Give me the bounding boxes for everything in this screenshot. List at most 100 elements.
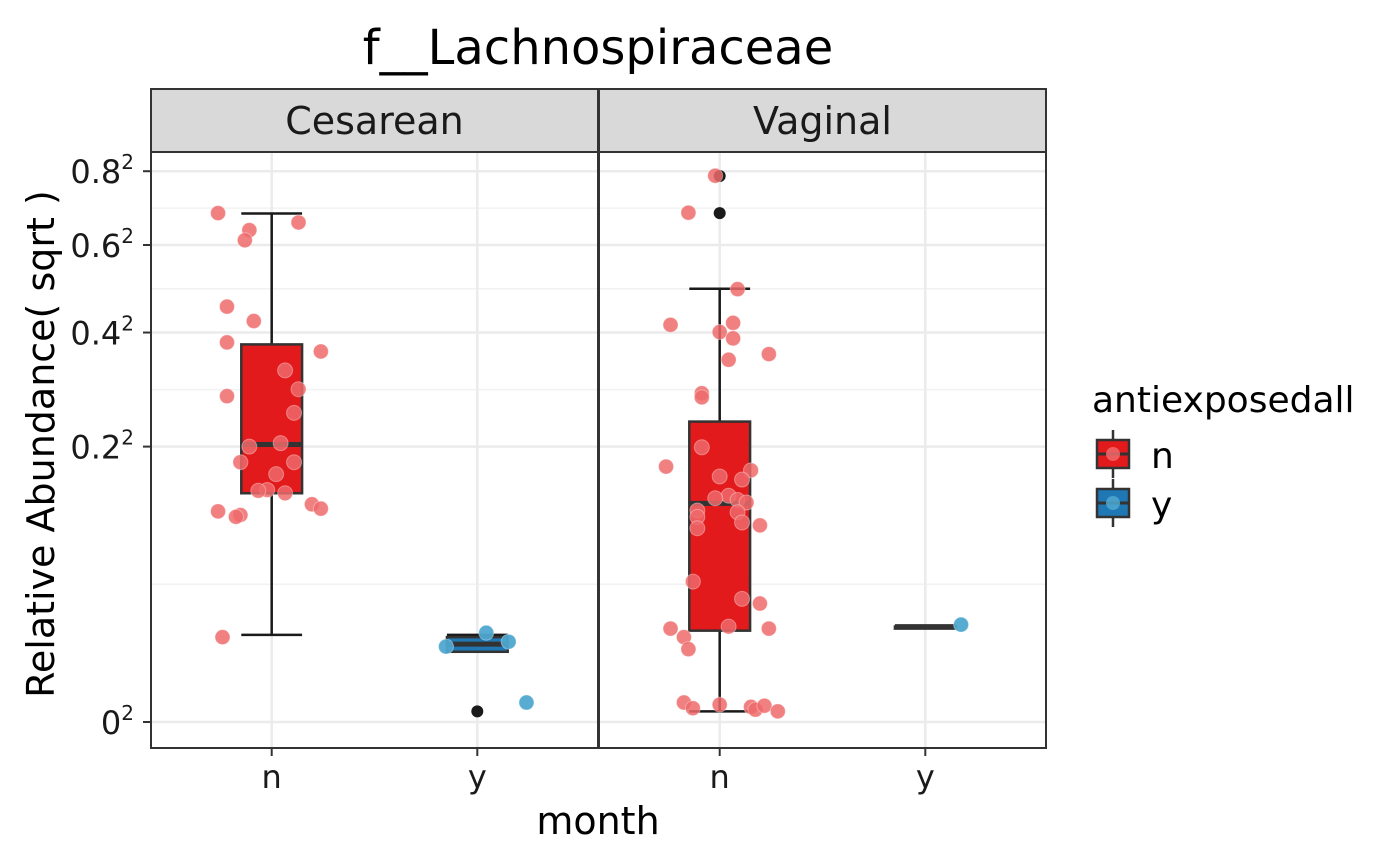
- data-point: [236, 232, 253, 249]
- data-point: [725, 314, 742, 331]
- data-point: [720, 618, 737, 635]
- data-point: [286, 454, 303, 471]
- data-point: [729, 281, 746, 298]
- x-tick-label: n: [262, 758, 282, 796]
- data-point: [769, 703, 786, 720]
- data-point: [734, 471, 751, 488]
- data-point: [250, 482, 267, 499]
- data-point: [684, 700, 701, 717]
- facet-cesarean: Cesarean: [150, 88, 599, 749]
- data-point: [760, 346, 777, 363]
- y-tick-label-exponent: 2: [121, 224, 134, 248]
- legend-label: n: [1151, 436, 1174, 477]
- data-point: [268, 466, 285, 483]
- y-tick-label: 0.22: [70, 426, 134, 467]
- x-tick-label: y: [468, 758, 487, 796]
- data-point: [277, 485, 294, 502]
- data-point: [684, 573, 701, 590]
- data-point: [734, 514, 751, 531]
- y-tick-label-exponent: 2: [121, 150, 134, 174]
- legend-title: antiexposedall: [1092, 380, 1355, 421]
- boxplot-y: [445, 633, 509, 718]
- y-axis: 020.220.420.620.82: [70, 150, 151, 742]
- facet-panels: Cesarean Vaginal: [150, 88, 1047, 749]
- data-point: [312, 500, 329, 517]
- data-point: [693, 389, 710, 406]
- data-point: [290, 381, 307, 398]
- data-point: [210, 205, 227, 222]
- data-point: [478, 624, 495, 641]
- data-point: [241, 438, 258, 455]
- legend-key-n: n: [1095, 430, 1174, 478]
- data-point: [227, 508, 244, 525]
- y-tick-label-exponent: 2: [121, 312, 134, 336]
- data-point: [711, 468, 728, 485]
- panel-background: [151, 152, 598, 748]
- data-point: [711, 696, 728, 713]
- y-tick-label-base: 0.8: [70, 153, 121, 191]
- panel-background: [599, 152, 1046, 748]
- data-point: [218, 298, 235, 315]
- y-tick-label: 0.62: [70, 224, 134, 265]
- data-point: [756, 697, 773, 714]
- y-tick-label: 02: [101, 701, 134, 742]
- data-point: [711, 324, 728, 341]
- facet-strip-label: Cesarean: [285, 99, 464, 143]
- data-point: [438, 638, 455, 655]
- facet-strip-label: Vaginal: [753, 99, 892, 143]
- data-point: [272, 435, 289, 452]
- facet-vaginal: Vaginal: [598, 88, 1047, 749]
- legend-key-y: y: [1095, 479, 1172, 527]
- data-point: [662, 620, 679, 637]
- data-point: [290, 214, 307, 231]
- y-tick-label-base: 0.2: [70, 429, 121, 467]
- data-point: [751, 595, 768, 612]
- data-point: [734, 590, 751, 607]
- data-point: [707, 167, 724, 184]
- legend-key-point: [1106, 496, 1120, 510]
- data-point: [518, 694, 535, 711]
- y-axis-title: Relative Abundance( sqrt ): [19, 190, 63, 698]
- data-point: [662, 316, 679, 333]
- data-point: [689, 520, 706, 537]
- x-tick-label: y: [916, 758, 935, 796]
- y-tick-label: 0.82: [70, 150, 134, 191]
- data-point: [680, 204, 697, 221]
- data-point: [707, 490, 724, 507]
- data-point: [218, 334, 235, 351]
- data-point: [751, 517, 768, 534]
- boxplot-y: [893, 624, 957, 630]
- data-point: [210, 503, 227, 520]
- y-tick-label-base: 0.6: [70, 227, 121, 265]
- x-tick-label: n: [710, 758, 730, 796]
- data-point: [214, 629, 231, 646]
- data-point: [286, 404, 303, 421]
- y-tick-label-exponent: 2: [121, 426, 134, 450]
- legend-label: y: [1151, 485, 1172, 526]
- chart-title: f__Lachnospiraceae: [363, 20, 833, 76]
- outlier-point: [713, 207, 726, 220]
- data-point: [218, 388, 235, 405]
- y-tick-label-base: 0: [101, 704, 121, 742]
- x-axis-title: month: [536, 799, 659, 843]
- data-point: [312, 343, 329, 360]
- y-tick-label-base: 0.4: [70, 315, 121, 353]
- data-point: [760, 620, 777, 637]
- y-tick-label-exponent: 2: [121, 701, 134, 725]
- data-point: [500, 633, 517, 650]
- y-tick-label: 0.42: [70, 312, 134, 353]
- data-point: [277, 362, 294, 379]
- data-point: [742, 462, 759, 479]
- data-point: [725, 330, 742, 347]
- facet-strip: [598, 88, 1047, 153]
- data-point: [693, 439, 710, 456]
- outlier-point: [471, 705, 484, 718]
- data-point: [953, 616, 970, 633]
- data-point: [232, 454, 249, 471]
- data-point: [658, 458, 675, 475]
- legend: antiexposedall ny: [1092, 380, 1355, 527]
- data-point: [245, 313, 262, 330]
